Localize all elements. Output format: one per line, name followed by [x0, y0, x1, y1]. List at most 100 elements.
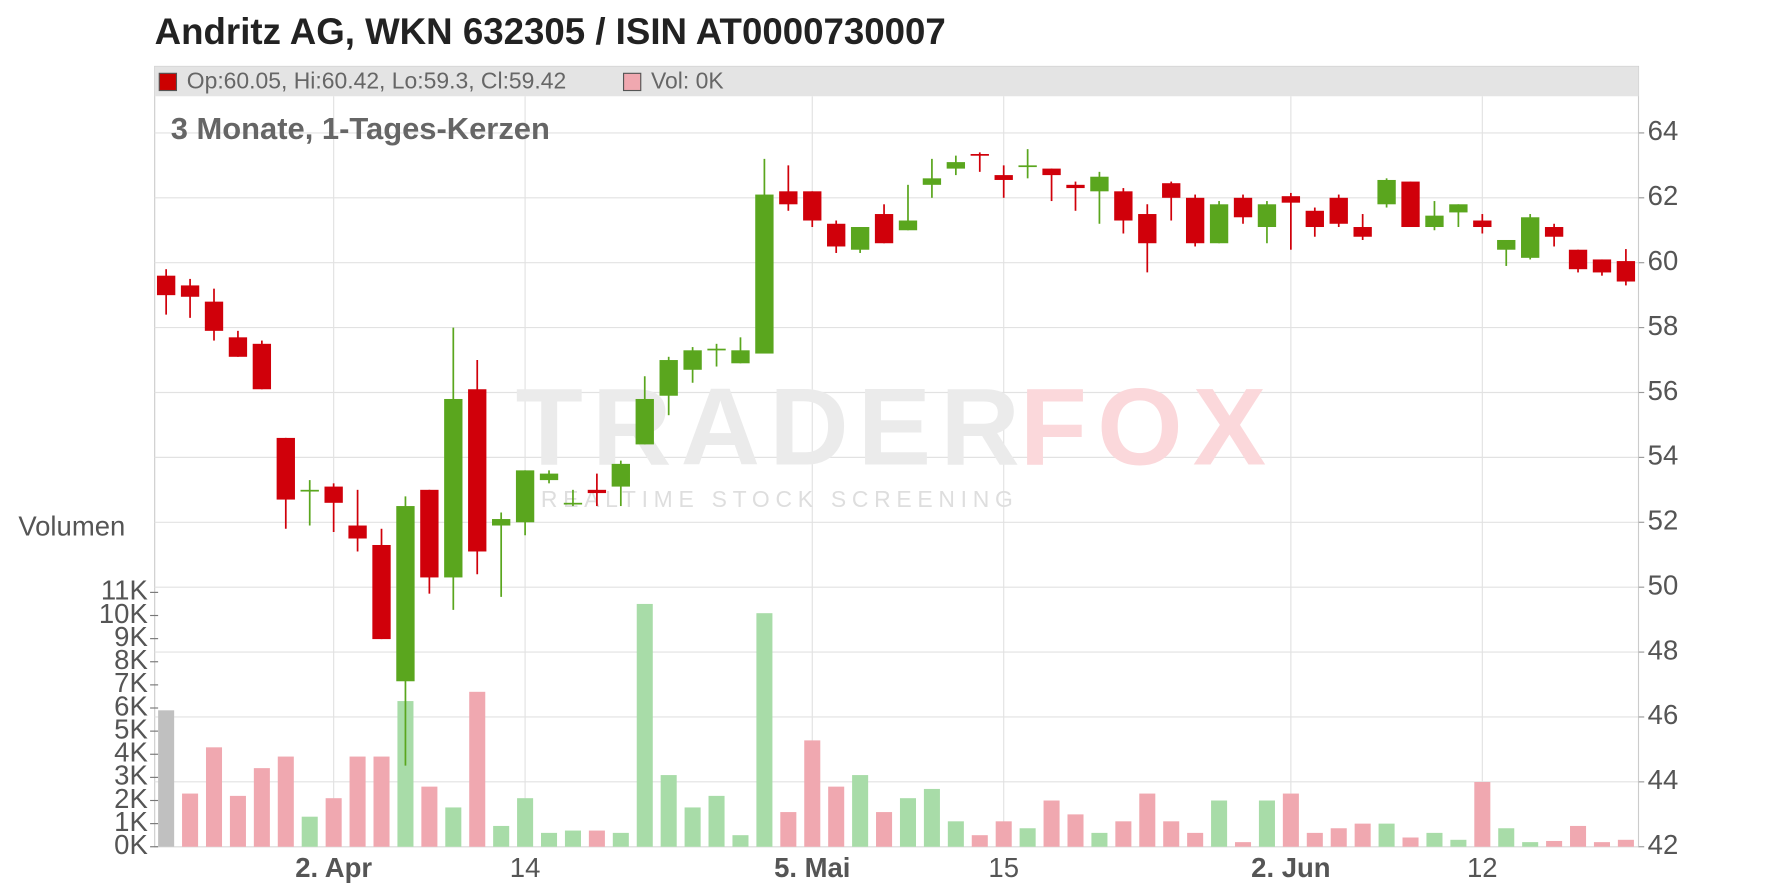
volume-bar: [1522, 842, 1539, 847]
volume-bar: [1402, 837, 1419, 847]
volume-bar: [1187, 832, 1204, 847]
volume-bar: [636, 603, 653, 847]
volume-bar: [660, 775, 677, 847]
candle-body: [1616, 261, 1636, 282]
volume-bar: [1115, 821, 1132, 847]
volume-bar: [1354, 823, 1371, 847]
candle-body: [659, 360, 678, 396]
volume-bar: [876, 812, 893, 847]
candle-body: [420, 489, 439, 578]
volume-bar: [1330, 828, 1347, 847]
y-tick-label: 52: [1648, 505, 1679, 536]
volume-bar: [1163, 821, 1180, 847]
volume-bar: [182, 793, 199, 847]
x-tick-label: 2. Apr: [295, 852, 372, 883]
volume-axis-label: Volumen: [18, 510, 125, 541]
legend-swatch: [622, 72, 642, 92]
candle-body: [611, 463, 630, 487]
volume-bar: [301, 816, 318, 847]
y-tick-label: 50: [1648, 569, 1679, 600]
candle-body: [1521, 217, 1540, 258]
candle-body: [994, 175, 1013, 180]
volume-bar: [1234, 842, 1252, 847]
volume-bar: [277, 756, 294, 847]
volume-bar: [612, 832, 629, 847]
candle-body: [1353, 227, 1372, 237]
candle-body: [874, 214, 894, 244]
candle-body: [1449, 204, 1468, 213]
volume-tick-label: 3K: [114, 760, 148, 791]
volume-bar: [469, 691, 486, 847]
candle-body: [1377, 179, 1396, 205]
candle-body: [539, 473, 559, 481]
candle-body: [468, 389, 487, 552]
volume-tick-label: 0K: [114, 829, 148, 860]
y-tick-label: 44: [1648, 764, 1679, 795]
volume-bar: [1211, 800, 1228, 847]
volume-tick-label: 10K: [99, 598, 149, 629]
volume-tick-label: 1K: [114, 806, 148, 837]
y-tick-label: 64: [1648, 115, 1679, 146]
candle-body: [1162, 183, 1181, 198]
candle-body: [1090, 176, 1109, 192]
candle-body: [1281, 196, 1301, 203]
candle-body: [1329, 197, 1348, 224]
candle-body: [1305, 210, 1324, 228]
volume-bar: [804, 740, 821, 847]
volume-bar: [205, 747, 223, 847]
volume-bar: [1498, 828, 1515, 847]
volume-bar: [1139, 793, 1156, 847]
candle-body: [204, 301, 224, 331]
candle-body: [156, 275, 176, 296]
legend-label: Op:60.05, Hi:60.42, Lo:59.3, Cl:59.42: [187, 68, 567, 94]
volume-bar: [588, 830, 605, 847]
candle-body: [1592, 259, 1612, 273]
volume-tick-label: 11K: [101, 575, 149, 606]
candle-body: [444, 398, 463, 578]
volume-bar: [373, 756, 390, 847]
volume-bar: [1282, 793, 1299, 847]
watermark-tagline: REALTIME STOCK SCREENING: [541, 486, 1019, 512]
legend-swatch: [158, 72, 178, 92]
candle-body: [252, 343, 272, 390]
candle-body: [396, 506, 415, 682]
candle-body: [1544, 227, 1564, 237]
candle-body: [492, 519, 511, 526]
volume-bar: [971, 835, 988, 847]
volume-bar: [229, 795, 246, 847]
candle-body: [1042, 168, 1061, 176]
watermark-brand: FOX: [1020, 365, 1266, 488]
volume-bar: [708, 795, 725, 847]
candle-body: [372, 544, 391, 640]
volume-tick-label: 9K: [114, 621, 148, 652]
candle-body: [827, 223, 846, 247]
volume-bar: [1378, 823, 1395, 847]
volume-bar: [947, 821, 964, 847]
volume-bar: [1258, 800, 1275, 847]
chart-subtitle: 3 Monate, 1-Tages-Kerzen: [171, 111, 550, 146]
candle-body: [1473, 220, 1492, 228]
volume-bar: [1306, 832, 1323, 847]
y-tick-label: 58: [1648, 310, 1679, 341]
candle-body: [1497, 239, 1516, 250]
volume-bar: [684, 807, 701, 847]
candle-body: [731, 350, 750, 364]
volume-bar: [349, 756, 366, 847]
candle-body: [228, 337, 248, 357]
volume-bar: [852, 775, 869, 847]
candle-body: [922, 178, 942, 185]
candle-body: [587, 489, 607, 494]
volume-bar: [780, 812, 797, 847]
candle-body: [300, 489, 319, 492]
y-tick-label: 62: [1648, 180, 1679, 211]
volume-tick-label: 4K: [114, 737, 148, 768]
volume-bar: [1546, 840, 1563, 847]
candle-body: [1401, 181, 1420, 228]
volume-tick-label: 2K: [114, 783, 148, 814]
volume-bar: [541, 832, 558, 847]
candle-body: [850, 227, 870, 250]
candle-body: [1066, 184, 1085, 189]
volume-bar: [517, 798, 534, 847]
